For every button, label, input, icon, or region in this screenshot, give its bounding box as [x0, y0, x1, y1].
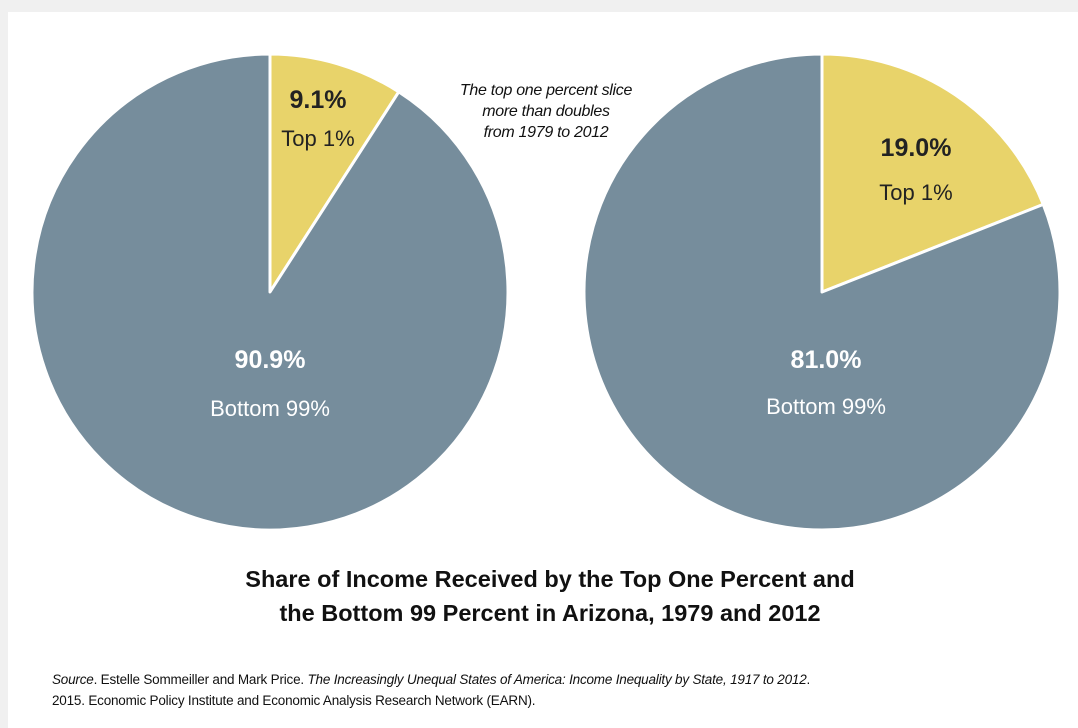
chart-title-line-2: the Bottom 99 Percent in Arizona, 1979 a… [279, 600, 821, 626]
chart-title-line-1: Share of Income Received by the Top One … [245, 566, 855, 592]
label-category-bottom-99pct-2012: Bottom 99% [766, 394, 886, 419]
pie-chart-1979: 9.1% Top 1% 90.9% Bottom 99% [30, 52, 510, 532]
source-line-2: 2015. Economic Policy Institute and Econ… [52, 693, 536, 708]
slice-bottom-99pct-1979 [30, 52, 510, 532]
label-category-top-1pct-2012: Top 1% [879, 180, 952, 205]
annotation-line: more than doubles [482, 103, 610, 120]
slice-top-1pct-2012 [820, 52, 1045, 294]
source-prefix: Source [52, 672, 94, 687]
chart-title: Share of Income Received by the Top One … [120, 562, 980, 630]
slice-top-1pct-1979 [268, 52, 401, 294]
pie-charts: 9.1% Top 1% 90.9% Bottom 99% 19.0% Top 1… [30, 52, 1062, 532]
source-work-title: The Increasingly Unequal States of Ameri… [307, 672, 807, 687]
source-line-1: Source. Estelle Sommeiller and Mark Pric… [52, 669, 1062, 690]
label-value-bottom-99pct-2012: 81.0% [791, 346, 862, 374]
annotation-line: from 1979 to 2012 [483, 124, 609, 141]
label-category-top-1pct-1979: Top 1% [281, 126, 354, 151]
source-suffix: . [806, 672, 811, 687]
slice-bottom-99pct-2012 [582, 52, 1062, 532]
label-value-top-1pct-2012: 19.0% [881, 134, 952, 162]
source-authors: . Estelle Sommeiller and Mark Price. [93, 672, 308, 687]
pie-chart-2012: 19.0% Top 1% 81.0% Bottom 99% [582, 52, 1062, 532]
label-value-bottom-99pct-1979: 90.9% [235, 346, 306, 374]
annotation-line: The top one percent slice [459, 82, 633, 99]
source-note: Source. Estelle Sommeiller and Mark Pric… [52, 669, 1062, 711]
annotation-text: The top one percent slice more than doub… [428, 80, 664, 143]
label-value-top-1pct-1979: 9.1% [290, 86, 347, 114]
label-category-bottom-99pct-1979: Bottom 99% [210, 396, 330, 421]
